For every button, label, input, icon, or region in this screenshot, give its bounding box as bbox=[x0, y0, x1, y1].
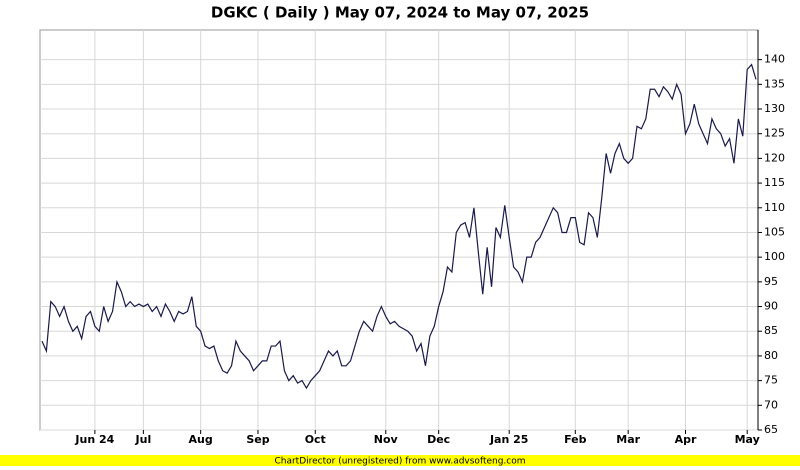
x-tick-label: Jun 24 bbox=[74, 433, 114, 446]
price-line bbox=[41, 63, 757, 390]
x-tick-label: Apr bbox=[675, 433, 697, 446]
x-tick-label: Jan 25 bbox=[489, 433, 528, 446]
x-tick-label: Feb bbox=[564, 433, 587, 446]
footer-bar bbox=[0, 455, 800, 466]
x-tick-label: May bbox=[735, 433, 760, 446]
y-tick-label: 70 bbox=[764, 398, 778, 411]
y-tick-label: 125 bbox=[764, 127, 785, 140]
x-tick-label: Mar bbox=[616, 433, 640, 446]
chart-title: DGKC ( Daily ) May 07, 2024 to May 07, 2… bbox=[211, 4, 589, 22]
y-tick-label: 105 bbox=[764, 225, 785, 238]
y-tick-label: 100 bbox=[764, 250, 785, 263]
x-tick-label: Aug bbox=[189, 433, 213, 446]
plot-area bbox=[39, 29, 759, 431]
y-tick-label: 140 bbox=[764, 53, 785, 66]
x-tick-label: Jul bbox=[135, 433, 152, 446]
x-tick-label: Sep bbox=[246, 433, 269, 446]
y-tick-label: 110 bbox=[764, 201, 785, 214]
x-tick-label: Oct bbox=[305, 433, 326, 446]
y-tick-label: 90 bbox=[764, 300, 778, 313]
y-tick-label: 130 bbox=[764, 102, 785, 115]
y-tick-label: 95 bbox=[764, 275, 778, 288]
y-tick-label: 85 bbox=[764, 324, 778, 337]
x-tick-label: Dec bbox=[427, 433, 450, 446]
y-tick-label: 65 bbox=[764, 423, 778, 436]
y-tick-label: 80 bbox=[764, 349, 778, 362]
y-tick-label: 135 bbox=[764, 77, 785, 90]
y-tick-label: 75 bbox=[764, 374, 778, 387]
y-tick-label: 120 bbox=[764, 151, 785, 164]
y-tick-label: 115 bbox=[764, 176, 785, 189]
footer: ChartDirector (unregistered) from www.ad… bbox=[274, 457, 525, 467]
x-tick-label: Nov bbox=[374, 433, 399, 446]
